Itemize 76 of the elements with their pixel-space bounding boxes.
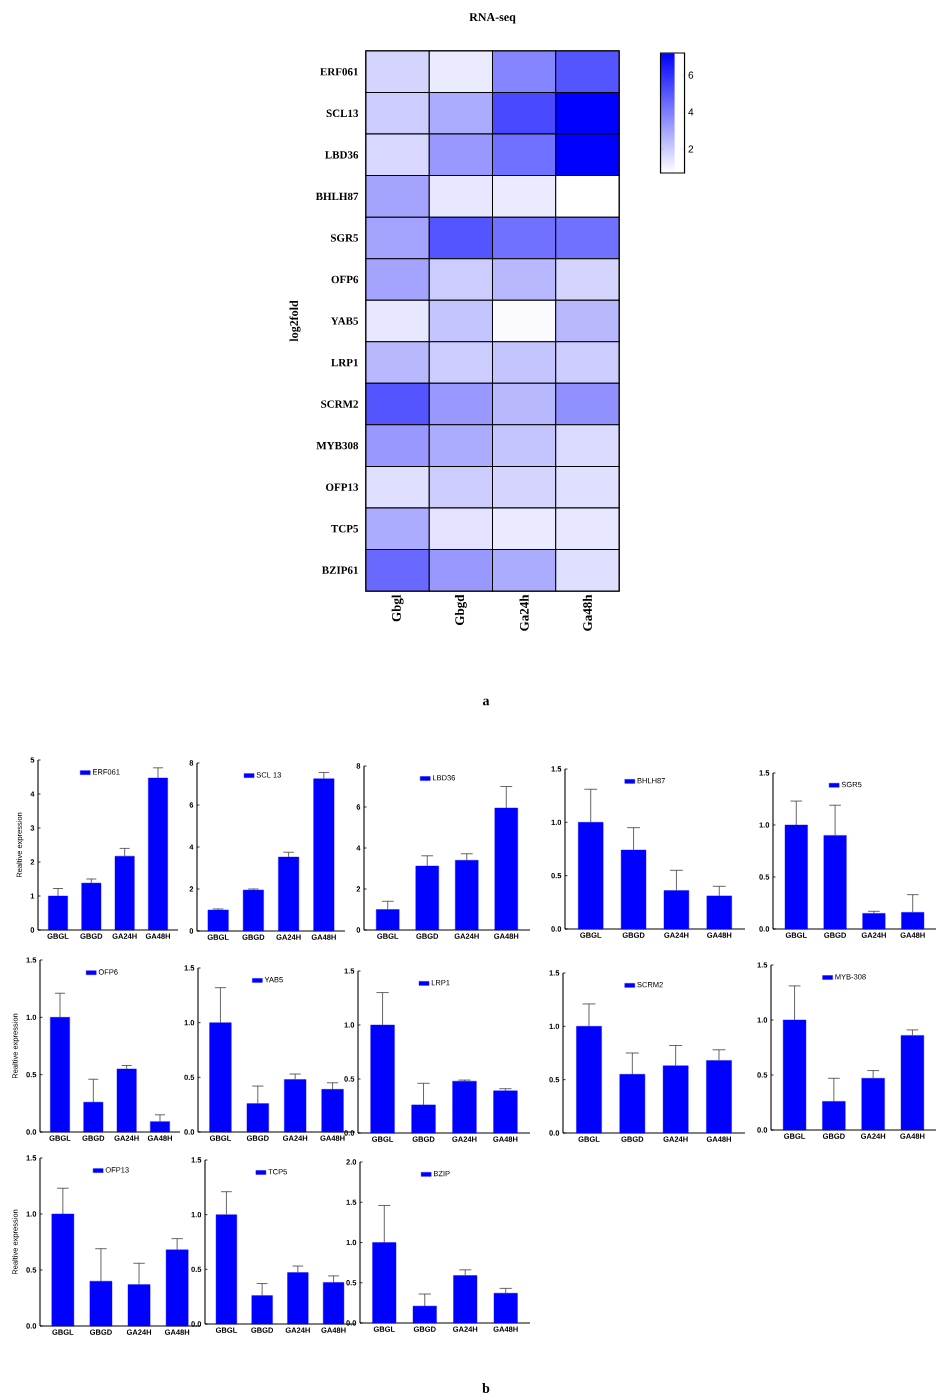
- bar: [455, 860, 479, 931]
- bar: [782, 1019, 807, 1131]
- bar: [662, 1065, 689, 1134]
- bar: [83, 1101, 104, 1133]
- bar: [127, 1284, 151, 1327]
- y-tick-label: SCL13: [326, 109, 359, 118]
- y-tick-label: OFP6: [331, 275, 359, 284]
- color-bar-label: 6: [688, 71, 694, 79]
- text: b: [482, 1383, 490, 1393]
- bar: [494, 807, 518, 931]
- chart-title: RNA-seq: [469, 13, 516, 24]
- x-tick-label: Ga24h: [519, 594, 529, 631]
- y-tick-label: MYB308: [316, 441, 359, 450]
- bar: [784, 824, 808, 930]
- bar: [284, 1079, 307, 1133]
- bar: [313, 778, 335, 932]
- bar: [900, 1035, 925, 1131]
- bar: [415, 865, 439, 931]
- bar: [493, 1293, 518, 1324]
- bar: [822, 1101, 846, 1131]
- bar: [862, 913, 886, 930]
- bar: [412, 1305, 437, 1324]
- bar: [278, 856, 300, 932]
- bar: [116, 1068, 137, 1133]
- y-tick-label: TCP5: [331, 525, 359, 533]
- bar: [453, 1275, 478, 1324]
- bar: [411, 1104, 436, 1134]
- bar: [861, 1078, 885, 1131]
- bar: [114, 856, 135, 931]
- x-tick-label: Ga48h: [582, 594, 592, 631]
- y-tick-label: BZIP61: [321, 566, 358, 574]
- bar: [207, 909, 229, 932]
- bar: [372, 1242, 397, 1324]
- bar: [150, 1121, 170, 1133]
- bar: [242, 889, 264, 932]
- y-tick-label: SCRM2: [321, 400, 358, 408]
- bar: [370, 1024, 395, 1134]
- bar: [578, 822, 604, 930]
- y-tick-label: BHLH87: [315, 192, 359, 201]
- bar: [51, 1213, 75, 1327]
- bar: [452, 1080, 477, 1134]
- bar: [246, 1103, 269, 1133]
- bar: [376, 909, 400, 931]
- bar: [493, 1090, 518, 1134]
- bar: [619, 1074, 646, 1134]
- bar: [663, 890, 690, 930]
- text: a: [482, 698, 490, 706]
- bar: [209, 1022, 232, 1133]
- bar: [823, 835, 847, 930]
- bar: [576, 1026, 602, 1134]
- bar: [287, 1272, 309, 1325]
- y-tick-label: ERF061: [320, 68, 358, 76]
- bar: [323, 1282, 345, 1325]
- color-bar-label: 2: [688, 145, 694, 153]
- x-tick-label: Gbgd: [454, 594, 467, 625]
- bar: [89, 1280, 113, 1327]
- y-tick-label: LBD36: [325, 151, 359, 159]
- bar: [321, 1089, 344, 1133]
- bar: [215, 1214, 237, 1325]
- bar: [706, 1060, 732, 1134]
- bar: [48, 895, 68, 931]
- bar: [81, 882, 102, 931]
- bar: [165, 1249, 189, 1327]
- x-tick-label: Gbgl: [391, 594, 404, 622]
- y-tick-label: YAB5: [330, 317, 359, 325]
- bar: [50, 1017, 70, 1133]
- y-tick-label: LRP1: [331, 358, 358, 367]
- y-axis-title: log2fold: [289, 300, 301, 342]
- color-bar-label: 4: [688, 108, 694, 116]
- bar: [148, 777, 168, 931]
- bar: [901, 912, 925, 930]
- bar: [706, 895, 732, 930]
- y-tick-label: SGR5: [330, 234, 359, 242]
- bar: [251, 1295, 273, 1325]
- y-tick-label: OFP13: [326, 483, 359, 491]
- bar: [620, 849, 647, 930]
